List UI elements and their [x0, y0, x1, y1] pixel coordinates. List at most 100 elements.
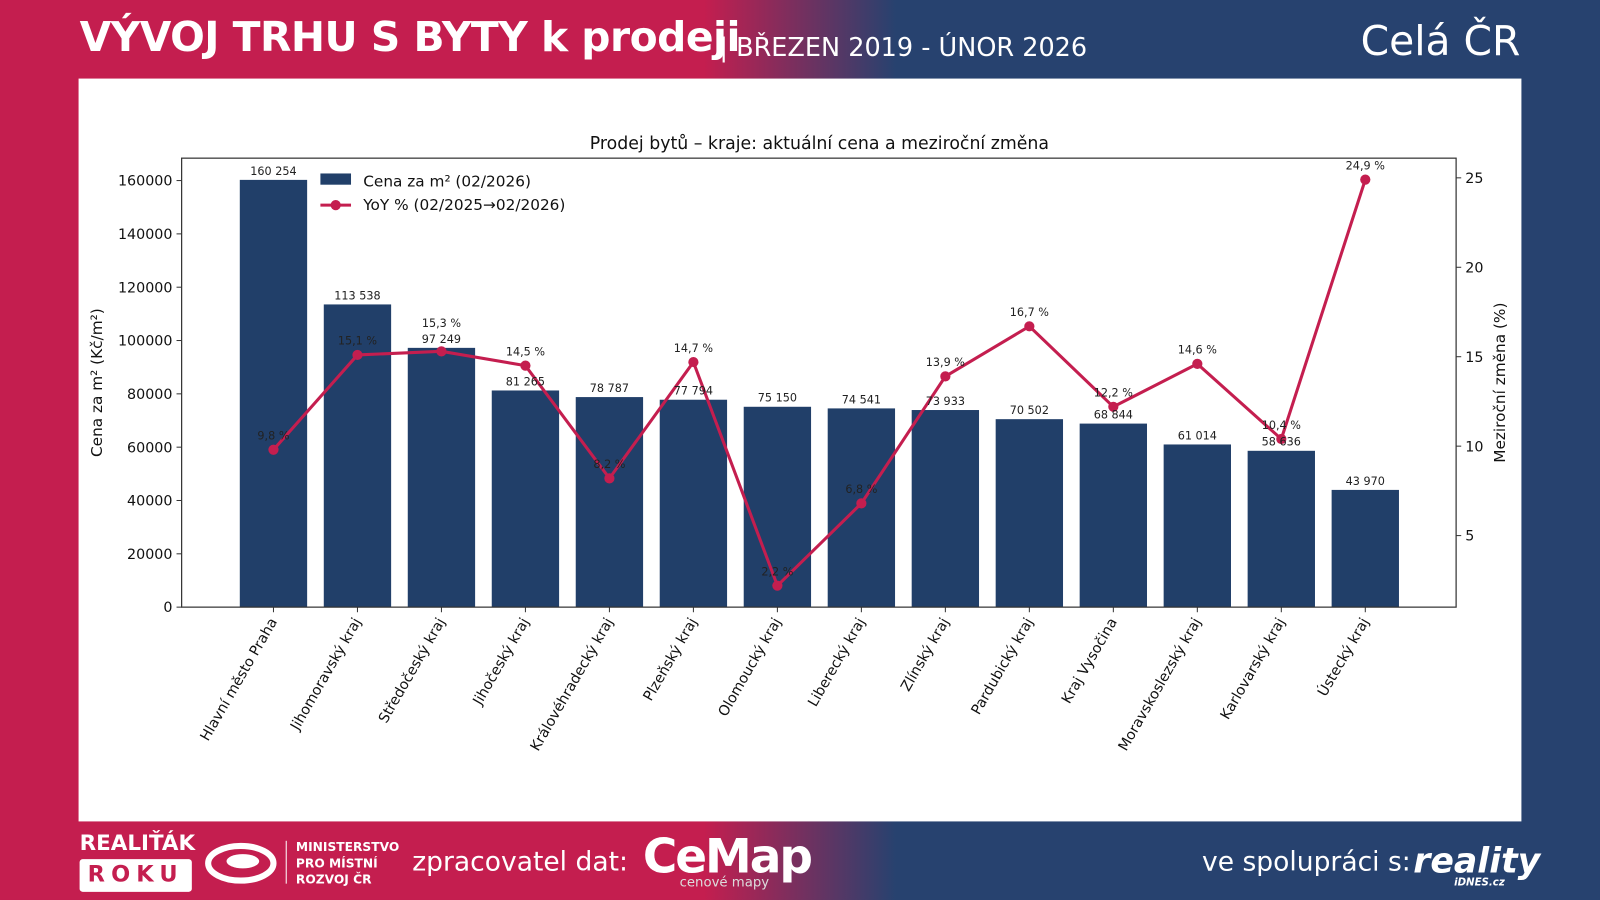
x-tick-label: Jihomoravský kraj — [287, 615, 365, 734]
yoy-point — [268, 444, 279, 455]
bar-value-label: 160 254 — [250, 165, 296, 178]
bar-value-label: 43 970 — [1346, 475, 1385, 488]
yoy-point — [688, 356, 699, 368]
yoy-value-label: 15,1 % — [338, 335, 378, 348]
bar — [1079, 423, 1148, 608]
y2-tick-label: 15 — [1465, 350, 1483, 366]
legend-line-label: YoY % (02/2025→02/2026) — [362, 196, 565, 214]
yoy-point — [352, 349, 363, 361]
x-tick-label: Liberecký kraj — [805, 615, 869, 709]
y2-tick-label: 20 — [1465, 260, 1483, 276]
bar-value-label: 97 249 — [422, 333, 461, 346]
chart-title: Prodej bytů – kraje: aktuální cena a mez… — [590, 134, 1049, 154]
bar — [659, 399, 728, 608]
y2-tick-label: 5 — [1465, 529, 1474, 545]
bar-value-label: 77 794 — [674, 385, 713, 398]
bar-value-label: 58 636 — [1262, 436, 1301, 449]
header-title: VÝVOJ TRHU S BYTY k prodeji — [79, 14, 741, 62]
yoy-point — [1192, 358, 1203, 369]
yoy-value-label: 14,5 % — [506, 345, 546, 358]
x-tick-label: Královéhradecký kraj — [528, 615, 617, 754]
bar-value-label: 81 265 — [506, 375, 545, 388]
partner-label: ve spolupráci s: — [1202, 846, 1411, 878]
bar-value-label: 61 014 — [1178, 429, 1217, 442]
reality-sub: iDNES.cz — [1454, 877, 1505, 889]
x-tick-label: Jihočeský kraj — [470, 615, 533, 708]
yoy-value-label: 13,9 % — [926, 356, 966, 369]
bar-value-label: 70 502 — [1010, 404, 1049, 417]
x-tick-label: Karlovarský kraj — [1218, 615, 1289, 722]
yoy-value-label: 14,6 % — [1178, 344, 1218, 357]
header-subtitle: | BŘEZEN 2019 - ÚNOR 2026 — [719, 32, 1088, 63]
y-tick-label: 100000 — [118, 334, 172, 350]
award-line1: REALIŤÁK — [79, 830, 196, 856]
legend: Cena za m² (02/2026) YoY % (02/2025→02/2… — [320, 173, 565, 214]
yoy-line — [272, 179, 1367, 589]
yoy-point — [940, 371, 951, 382]
x-tick-label: Hlavní město Praha — [198, 615, 281, 743]
yoy-value-label: 2,2 % — [761, 565, 793, 578]
yoy-point — [436, 346, 447, 357]
yoy-value-label: 10,4 % — [1262, 419, 1302, 432]
yoy-point — [1024, 321, 1035, 332]
bar — [1247, 450, 1315, 608]
y-axis-label: Cena za m² (Kč/m²) — [88, 308, 106, 457]
bar-value-label: 74 541 — [842, 393, 881, 406]
bar — [407, 347, 476, 608]
yoy-value-label: 16,7 % — [1010, 306, 1050, 319]
x-tick-label: Ústecký kraj — [1313, 614, 1372, 699]
yoy-point — [1360, 174, 1371, 185]
bar-value-label: 78 787 — [590, 382, 629, 395]
y-tick-label: 140000 — [118, 227, 172, 243]
bar — [1163, 444, 1231, 608]
x-tick-label: Pardubický kraj — [969, 615, 1037, 717]
y-tick-label: 80000 — [127, 387, 172, 403]
cemap-logo: CeMap — [642, 828, 813, 884]
yoy-value-label: 24,9 % — [1346, 159, 1386, 172]
bar — [743, 406, 812, 608]
bar — [239, 179, 308, 608]
y2-tick-label: 10 — [1465, 439, 1483, 455]
ministry-line: PRO MÍSTNÍ — [295, 856, 378, 871]
header-region: Celá ČR — [1360, 18, 1521, 66]
yoy-value-label: 8,2 % — [593, 458, 625, 471]
ministry-line: MINISTERSTVO — [295, 839, 400, 855]
yoy-point — [856, 498, 867, 509]
bar-value-label: 75 150 — [758, 392, 797, 405]
x-tick-label: Zlínský kraj — [898, 615, 953, 694]
y2-axis-label: Meziroční změna (%) — [1491, 303, 1509, 463]
bar — [1331, 489, 1399, 608]
x-tick-label: Středočeský kraj — [376, 615, 449, 726]
yoy-value-label: 6,8 % — [845, 483, 877, 496]
yoy-value-label: 9,8 % — [257, 430, 289, 443]
bar-value-label: 68 844 — [1094, 408, 1133, 421]
ministry-divider — [285, 840, 287, 884]
bar — [575, 397, 644, 608]
legend-bar-label: Cena za m² (02/2026) — [363, 173, 531, 191]
y-tick-label: 20000 — [127, 547, 172, 563]
ministry-name: MINISTERSTVO PRO MÍSTNÍ ROZVOJ ČR — [296, 839, 399, 888]
ministry-line: ROZVOJ ČR — [295, 872, 372, 887]
bar-value-label: 73 933 — [926, 395, 965, 408]
cemap-tagline: cenové mapy — [679, 875, 770, 891]
bar — [491, 390, 560, 608]
yoy-point — [1276, 433, 1287, 445]
legend-bar-swatch — [320, 173, 352, 185]
y2-tick-label: 25 — [1465, 171, 1483, 187]
yoy-value-label: 14,7 % — [674, 342, 714, 355]
award-line2: ROKU — [79, 859, 192, 892]
x-tick-label: Olomoucký kraj — [716, 615, 785, 719]
yoy-value-label: 15,3 % — [422, 317, 462, 330]
y-tick-label: 160000 — [118, 174, 172, 190]
plot-frame — [181, 157, 1457, 608]
legend-line-marker — [330, 199, 341, 211]
x-tick-label: Moravskoslezský kraj — [1116, 615, 1205, 753]
bar — [995, 419, 1064, 608]
data-processor-label: zpracovatel dat: — [412, 846, 628, 878]
ministry-logo-icon — [205, 842, 277, 884]
yoy-point — [1108, 401, 1119, 412]
x-tick-label: Kraj Vysočina — [1059, 615, 1121, 706]
yoy-point — [772, 580, 783, 591]
